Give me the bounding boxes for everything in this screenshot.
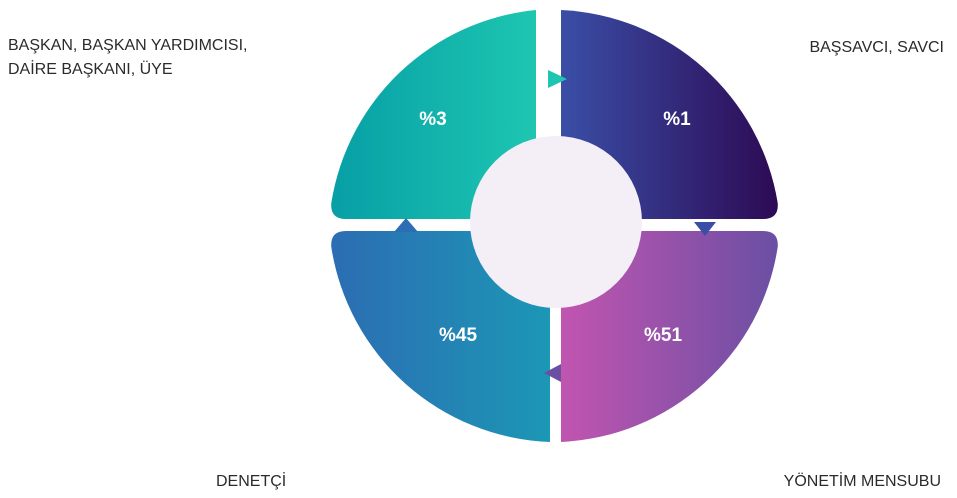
center-circle: [470, 136, 642, 308]
label-top-left: BAŞKAN, BAŞKAN YARDIMCISI, DAİRE BAŞKANI…: [8, 34, 247, 82]
arrow-left: [394, 218, 418, 232]
arrow-right: [694, 222, 716, 236]
label-top-left-line1: BAŞKAN, BAŞKAN YARDIMCISI,: [8, 37, 248, 54]
arrow-bottom: [544, 364, 561, 382]
value-label-bottom-right: %51: [644, 325, 682, 346]
label-bottom-right: YÖNETİM MENSUBU: [783, 473, 941, 490]
quadrant-bottom-left: [331, 231, 550, 442]
arrow-top: [548, 70, 567, 88]
quadrant-top-left: [331, 10, 536, 219]
label-top-left-line2: DAİRE BAŞKANI, ÜYE: [8, 61, 173, 78]
label-top-right: BAŞSAVCI, SAVCI: [809, 39, 944, 56]
value-label-top-left: %3: [419, 109, 446, 130]
value-label-bottom-left: %45: [439, 325, 477, 346]
value-label-top-right: %1: [663, 109, 691, 130]
label-bottom-left: DENETÇİ: [216, 473, 287, 490]
